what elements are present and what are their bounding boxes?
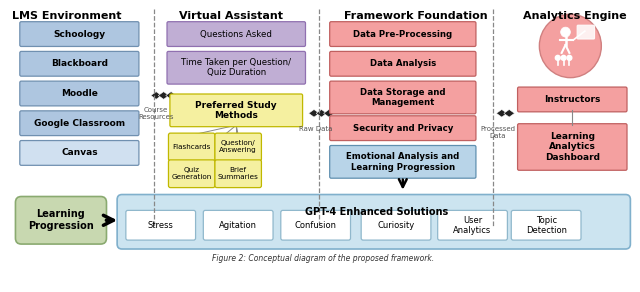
Text: Moodle: Moodle [61, 89, 98, 98]
Circle shape [556, 55, 560, 60]
Text: Blackboard: Blackboard [51, 59, 108, 68]
Text: Confusion: Confusion [294, 221, 337, 230]
Text: Framework Foundation: Framework Foundation [344, 11, 487, 21]
FancyBboxPatch shape [167, 51, 305, 84]
Text: Topic
Detection: Topic Detection [525, 215, 566, 235]
FancyBboxPatch shape [361, 210, 431, 240]
Text: Time Taken per Question/
Quiz Duration: Time Taken per Question/ Quiz Duration [181, 58, 291, 77]
Circle shape [561, 27, 570, 37]
Text: Schoology: Schoology [53, 29, 106, 39]
FancyBboxPatch shape [330, 81, 476, 114]
FancyBboxPatch shape [511, 210, 581, 240]
FancyBboxPatch shape [518, 124, 627, 170]
FancyBboxPatch shape [330, 51, 476, 76]
Text: Emotional Analysis and
Learning Progression: Emotional Analysis and Learning Progress… [346, 152, 460, 171]
Polygon shape [308, 110, 319, 117]
Text: Questions Asked: Questions Asked [200, 29, 272, 39]
FancyBboxPatch shape [167, 22, 305, 46]
FancyBboxPatch shape [20, 51, 139, 76]
Text: Processed
Data: Processed Data [480, 126, 515, 139]
Polygon shape [497, 110, 507, 117]
Text: Quiz
Generation: Quiz Generation [172, 167, 212, 180]
FancyBboxPatch shape [20, 140, 139, 165]
Text: Flashcards: Flashcards [173, 144, 211, 150]
Text: Learning
Progression: Learning Progression [28, 209, 94, 231]
FancyBboxPatch shape [215, 133, 261, 161]
FancyBboxPatch shape [215, 160, 261, 187]
Text: Data Storage and
Management: Data Storage and Management [360, 88, 445, 107]
Text: Instructors: Instructors [544, 95, 600, 104]
Text: Analytics Engine: Analytics Engine [524, 11, 627, 21]
Text: Curiosity: Curiosity [378, 221, 415, 230]
FancyBboxPatch shape [330, 145, 476, 178]
Text: Raw Data: Raw Data [299, 126, 332, 132]
Text: Brief
Summaries: Brief Summaries [218, 167, 259, 180]
Text: Stress: Stress [148, 221, 173, 230]
Polygon shape [158, 92, 169, 99]
FancyBboxPatch shape [117, 194, 630, 249]
Polygon shape [316, 110, 327, 117]
Circle shape [561, 55, 566, 60]
Circle shape [540, 14, 602, 78]
FancyBboxPatch shape [518, 87, 627, 112]
Polygon shape [151, 92, 161, 99]
FancyBboxPatch shape [20, 111, 139, 135]
Text: Question/
Answering: Question/ Answering [220, 140, 257, 154]
Text: Security and Privacy: Security and Privacy [353, 124, 453, 133]
FancyBboxPatch shape [330, 116, 476, 140]
Polygon shape [324, 110, 334, 117]
FancyBboxPatch shape [168, 160, 215, 187]
Polygon shape [166, 92, 177, 99]
FancyBboxPatch shape [15, 197, 106, 244]
FancyBboxPatch shape [20, 81, 139, 106]
Text: Figure 2: Conceptual diagram of the proposed framework.: Figure 2: Conceptual diagram of the prop… [212, 254, 435, 263]
FancyBboxPatch shape [330, 22, 476, 46]
Text: Virtual Assistant: Virtual Assistant [179, 11, 284, 21]
Text: Canvas: Canvas [61, 148, 98, 157]
FancyBboxPatch shape [168, 133, 215, 161]
Text: User
Analytics: User Analytics [453, 215, 492, 235]
Text: Preferred Study
Methods: Preferred Study Methods [195, 101, 277, 120]
Circle shape [567, 55, 572, 60]
FancyBboxPatch shape [438, 210, 508, 240]
Text: Agitation: Agitation [219, 221, 257, 230]
FancyBboxPatch shape [170, 94, 303, 127]
Text: LMS Environment: LMS Environment [12, 11, 122, 21]
Text: Learning
Analytics
Dashboard: Learning Analytics Dashboard [545, 132, 600, 162]
Polygon shape [504, 110, 515, 117]
FancyBboxPatch shape [577, 25, 595, 39]
Text: GPT-4 Enhanced Solutions: GPT-4 Enhanced Solutions [305, 207, 448, 218]
FancyBboxPatch shape [126, 210, 196, 240]
Text: Data Pre-Processing: Data Pre-Processing [353, 29, 452, 39]
Text: Course
Resources: Course Resources [138, 107, 173, 120]
FancyBboxPatch shape [281, 210, 351, 240]
FancyBboxPatch shape [20, 22, 139, 46]
Text: Google Classroom: Google Classroom [34, 119, 125, 128]
Text: Data Analysis: Data Analysis [370, 59, 436, 68]
FancyBboxPatch shape [204, 210, 273, 240]
